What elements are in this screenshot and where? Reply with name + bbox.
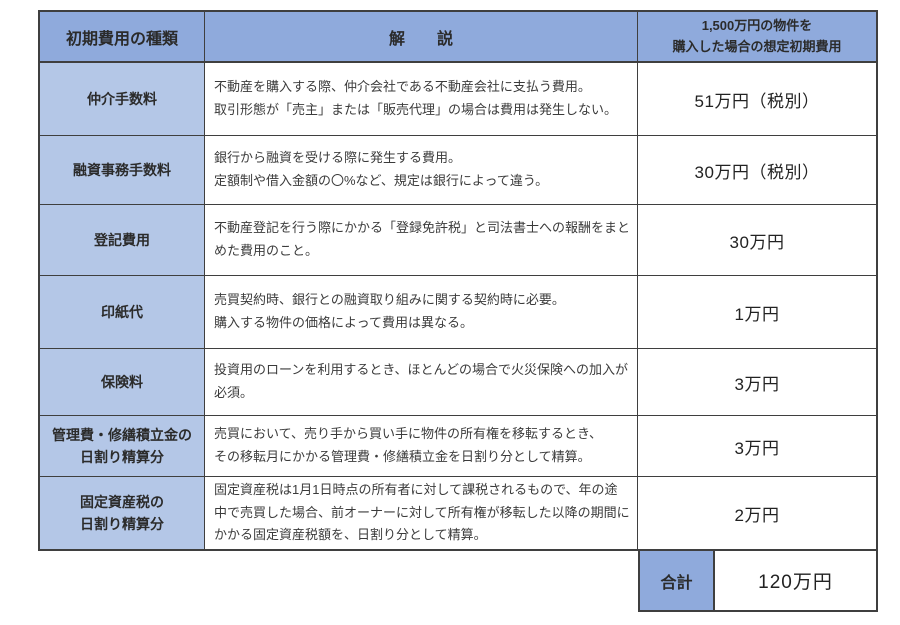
- description-cell: 投資用のローンを利用するとき、ほとんどの場合で火災保険への加入が 必須。: [205, 349, 638, 416]
- cost-type-cell: 登記費用: [40, 205, 205, 276]
- total-label-cell: 合計: [640, 551, 715, 610]
- description-cell: 銀行から融資を受ける際に発生する費用。 定額制や借入金額の〇%など、規定は銀行に…: [205, 136, 638, 205]
- total-row: 合計 120万円: [638, 549, 878, 612]
- description-cell: 不動産登記を行う際にかかる「登録免許税」と司法書士への報酬をまと めた費用のこと…: [205, 205, 638, 276]
- total-value-cell: 120万円: [758, 572, 833, 593]
- cost-type-cell: 仲介手数料: [40, 63, 205, 136]
- cost-type-cell: 保険料: [40, 349, 205, 416]
- header-cost-type: 初期費用の種類: [40, 12, 205, 63]
- amount-cell: 2万円: [638, 477, 876, 549]
- cost-type-cell: 管理費・修繕積立金の 日割り精算分: [40, 416, 205, 477]
- description-cell: 売買において、売り手から買い手に物件の所有権を移転するとき、 その移転月にかかる…: [205, 416, 638, 477]
- amount-cell: 51万円（税別）: [638, 63, 876, 136]
- header-estimated-cost: 1,500万円の物件を 購入した場合の想定初期費用: [638, 12, 876, 63]
- cost-type-cell: 融資事務手数料: [40, 136, 205, 205]
- description-cell: 固定資産税は1月1日時点の所有者に対して課税されるもので、年の途 中で売買した場…: [205, 477, 638, 549]
- amount-cell: 3万円: [638, 349, 876, 416]
- amount-cell: 30万円: [638, 205, 876, 276]
- cost-type-cell: 固定資産税の 日割り精算分: [40, 477, 205, 549]
- initial-cost-table: 初期費用の種類 解 説 1,500万円の物件を 購入した場合の想定初期費用 仲介…: [38, 10, 878, 551]
- header-description: 解 説: [205, 12, 638, 63]
- description-cell: 不動産を購入する際、仲介会社である不動産会社に支払う費用。 取引形態が「売主」ま…: [205, 63, 638, 136]
- description-cell: 売買契約時、銀行との融資取り組みに関する契約時に必要。 購入する物件の価格によっ…: [205, 276, 638, 349]
- amount-cell: 30万円（税別）: [638, 136, 876, 205]
- amount-cell: 3万円: [638, 416, 876, 477]
- cost-type-cell: 印紙代: [40, 276, 205, 349]
- amount-cell: 1万円: [638, 276, 876, 349]
